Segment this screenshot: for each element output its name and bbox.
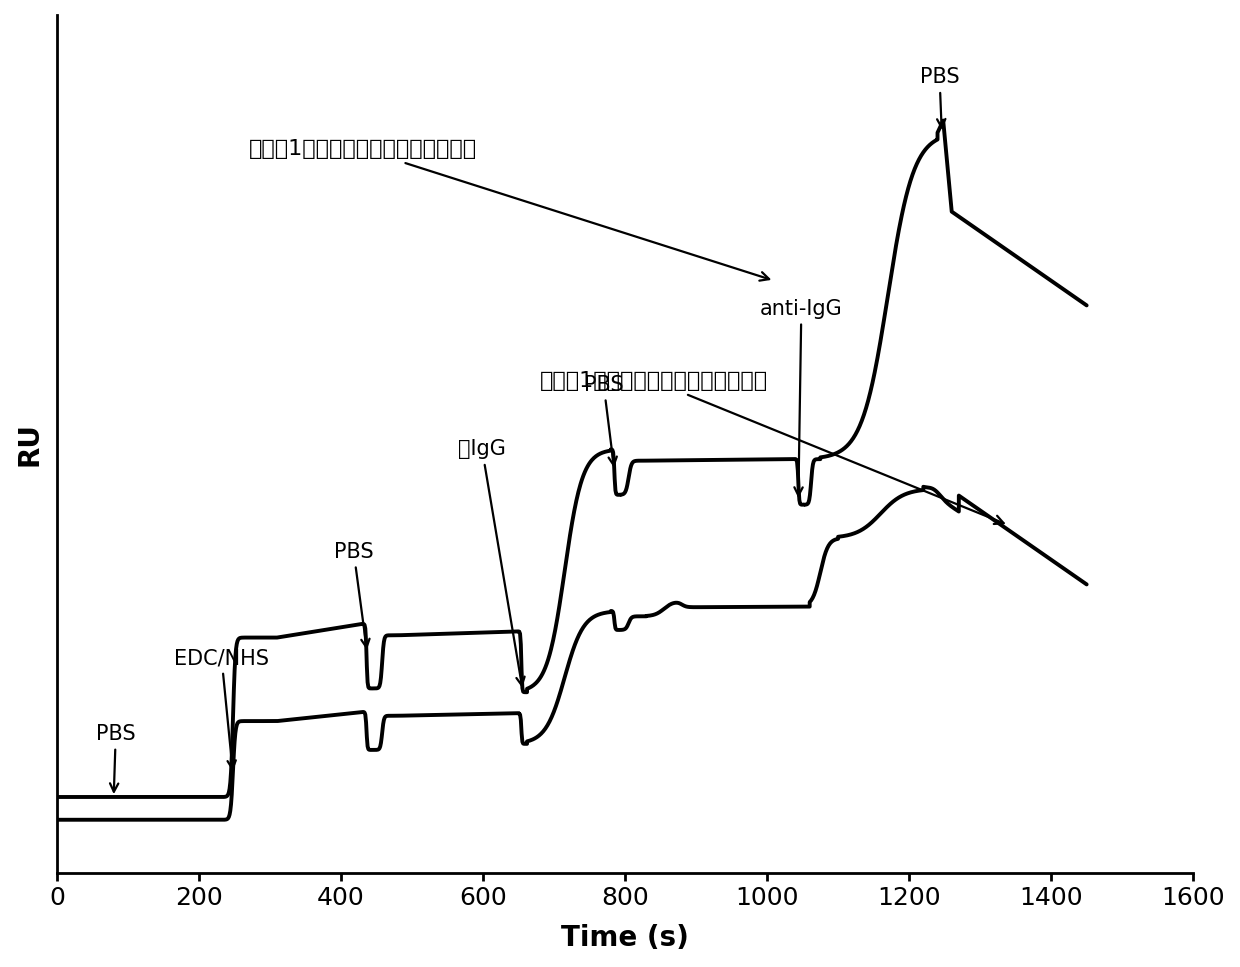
Text: anti-IgG: anti-IgG (760, 299, 843, 496)
Text: PBS: PBS (95, 724, 135, 792)
Text: EDC/NHS: EDC/NHS (174, 648, 269, 769)
Text: 人IgG: 人IgG (458, 439, 525, 686)
Text: PBS: PBS (334, 542, 373, 648)
Y-axis label: RU: RU (15, 422, 43, 466)
Text: PBS: PBS (920, 68, 960, 128)
Text: 实施例1表面羞基化生物传感三维芯片: 实施例1表面羞基化生物传感三维芯片 (249, 139, 769, 280)
Text: 对比例1表面羞基化生物传感二维芯片: 对比例1表面羞基化生物传感二维芯片 (539, 371, 1003, 524)
X-axis label: Time (s): Time (s) (562, 924, 689, 952)
Text: PBS: PBS (584, 375, 624, 465)
